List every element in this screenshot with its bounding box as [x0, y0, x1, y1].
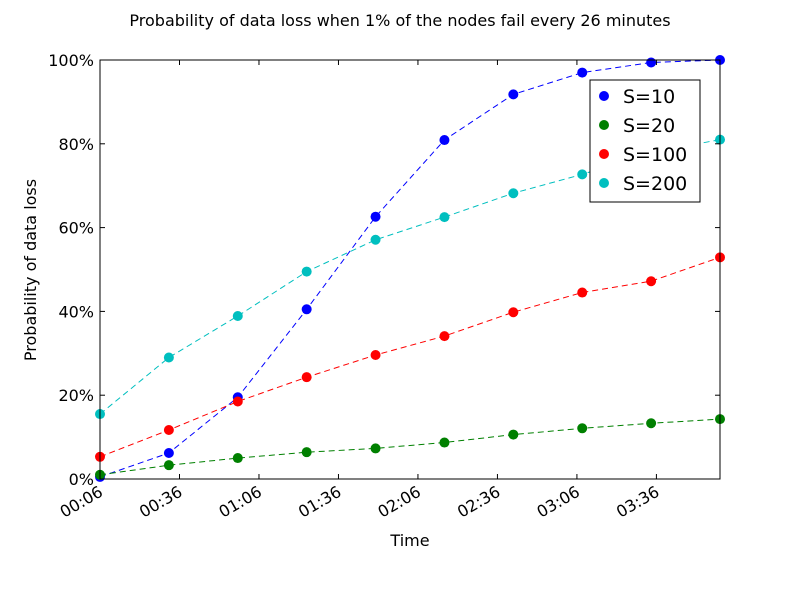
x-axis-label: Time [389, 531, 429, 550]
legend-item: S=10 [599, 86, 675, 108]
series-line-1 [99, 418, 721, 476]
data-point [508, 89, 519, 100]
data-point [508, 307, 519, 318]
data-point [370, 211, 381, 222]
x-tick-label: 03:06 [533, 482, 582, 522]
y-tick-label: 100% [48, 51, 94, 70]
legend-label: S=100 [623, 144, 687, 166]
x-tick-label: 00:36 [136, 482, 185, 522]
legend-marker [599, 120, 609, 130]
data-point [646, 276, 657, 287]
legend-marker [599, 149, 609, 159]
y-tick-label: 0% [69, 470, 94, 489]
legend-item: S=100 [599, 144, 687, 166]
x-tick-label: 01:06 [216, 482, 265, 522]
series-2 [95, 252, 725, 462]
legend-marker [599, 178, 609, 188]
data-point [577, 169, 588, 180]
data-point [508, 188, 519, 199]
y-tick-label: 80% [58, 135, 94, 154]
y-tick-label: 20% [58, 386, 94, 405]
data-point [370, 443, 381, 454]
series-line-0 [99, 59, 721, 478]
data-point [646, 418, 657, 429]
x-axis: 00:06 00:36 01:06 01:36 02:06 02:36 03:06 03:36 [57, 60, 662, 522]
data-point [370, 349, 381, 360]
chart-title: Probability of data loss when 1% of the … [129, 11, 670, 30]
x-tick-label: 02:06 [375, 482, 424, 522]
x-tick-label: 01:36 [295, 482, 344, 522]
y-axis: 0% 20% 40% 60% 80% 100% [48, 51, 720, 489]
legend-label: S=200 [623, 173, 687, 195]
legend-marker [599, 91, 609, 101]
data-point [577, 423, 588, 434]
series-1 [95, 414, 725, 480]
x-tick-label: 03:36 [613, 482, 662, 522]
data-point [301, 266, 312, 277]
data-point [232, 311, 243, 322]
legend-label: S=10 [623, 86, 675, 108]
data-point [370, 234, 381, 245]
series-line-2 [99, 256, 721, 458]
legend-item: S=20 [599, 115, 675, 137]
data-point [439, 437, 450, 448]
data-point [163, 448, 174, 459]
legend-label: S=20 [623, 115, 675, 137]
legend-item: S=200 [599, 173, 687, 195]
data-point [301, 372, 312, 383]
data-point [301, 304, 312, 315]
data-point [232, 453, 243, 464]
data-point [439, 135, 450, 146]
y-tick-label: 60% [58, 219, 94, 238]
data-point [163, 424, 174, 435]
plot-frame [99, 59, 721, 480]
data-point [439, 331, 450, 342]
plot-area [95, 55, 725, 482]
data-point [577, 287, 588, 298]
y-tick-label: 40% [58, 302, 94, 321]
data-point [232, 396, 243, 407]
data-point [577, 67, 588, 78]
legend: S=10 S=20 S=100 S=200 [589, 79, 701, 203]
data-point [301, 447, 312, 458]
data-point [646, 57, 657, 68]
y-axis-label: Probability of data loss [21, 179, 40, 361]
x-tick-label: 02:36 [454, 482, 503, 522]
data-point [163, 460, 174, 471]
data-point [508, 429, 519, 440]
data-point [439, 212, 450, 223]
data-point [163, 352, 174, 363]
